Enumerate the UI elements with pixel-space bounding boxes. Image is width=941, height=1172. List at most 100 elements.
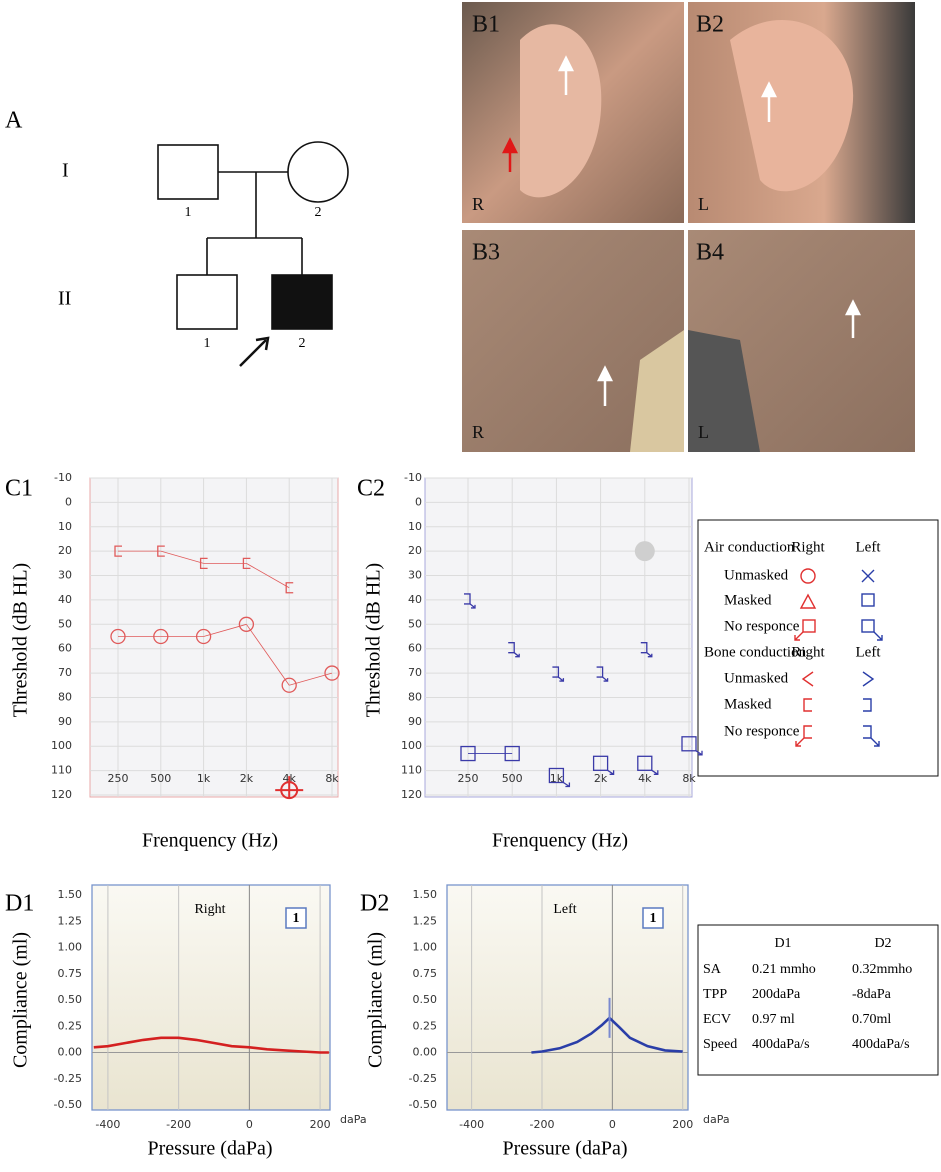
test-number: 1 <box>650 911 657 926</box>
y-tick-label: 0.75 <box>58 967 83 980</box>
data-marker <box>596 666 609 682</box>
y-axis-title: Compliance (ml) <box>365 932 387 1068</box>
x-tick-label: -400 <box>459 1118 484 1131</box>
legend-label: No responce <box>724 723 800 739</box>
plot-area <box>89 477 339 798</box>
panel-label: A <box>5 108 23 134</box>
table-box <box>697 924 939 1076</box>
generation-label: II <box>58 288 71 310</box>
data-marker <box>114 545 122 557</box>
legend-header: Right <box>791 644 825 660</box>
data-marker <box>548 767 571 788</box>
x-tick-label: 2k <box>240 772 254 785</box>
data-marker <box>285 582 294 594</box>
y-tick-label: 40 <box>58 593 72 606</box>
y-tick-label: 1.50 <box>413 888 438 901</box>
legend-label: Masked <box>724 696 772 712</box>
y-tick-label: -0.25 <box>54 1072 82 1085</box>
legend-label: Masked <box>724 592 772 608</box>
panel-label: C1 <box>5 476 33 502</box>
y-tick-label: 70 <box>408 666 422 679</box>
data-marker <box>460 745 476 762</box>
panel-label: B3 <box>472 240 500 266</box>
data-marker <box>324 665 340 681</box>
male-symbol <box>176 274 238 330</box>
x-unit: daPa <box>703 1113 730 1126</box>
data-marker <box>157 545 165 557</box>
marker-part <box>607 769 615 775</box>
ear-shape <box>520 24 602 198</box>
panel-label: B4 <box>696 240 724 266</box>
y-axis-title: Threshold (dB HL) <box>363 563 385 717</box>
y-tick-label: 50 <box>408 617 422 630</box>
table-cell: TPP <box>703 987 727 1002</box>
side-label: R <box>472 194 484 214</box>
marker-part <box>508 642 515 654</box>
panel-label: D2 <box>360 891 389 917</box>
marker-part <box>513 652 520 658</box>
y-tick-label: 90 <box>58 715 72 728</box>
marker-part <box>110 628 126 645</box>
panel-label: D1 <box>5 891 34 917</box>
x-axis-title: Frenquency (Hz) <box>492 830 628 852</box>
panel-label: C2 <box>357 476 385 502</box>
y-tick-label: 20 <box>408 544 422 557</box>
x-tick-label: -200 <box>166 1118 191 1131</box>
female-symbol <box>287 141 349 203</box>
y-tick-label: 0.50 <box>58 993 83 1006</box>
y-tick-label: 30 <box>408 569 422 582</box>
legend-label: Unmasked <box>724 567 789 583</box>
connector <box>246 562 290 589</box>
y-tick-label: -0.50 <box>409 1098 437 1111</box>
legend-label: No responce <box>724 618 800 634</box>
y-tick-label: 80 <box>408 690 422 703</box>
ear-shape <box>730 19 854 192</box>
x-tick-label: 1k <box>550 772 564 785</box>
marker-part <box>153 628 169 645</box>
legend-header: Left <box>856 539 882 555</box>
y-tick-label: 110 <box>401 764 422 777</box>
y-tick-label: 0.00 <box>413 1046 438 1059</box>
data-marker <box>195 628 212 645</box>
legend-symbols <box>794 568 883 747</box>
marker-part <box>157 545 165 557</box>
marker-part <box>640 642 648 654</box>
test-box <box>642 907 664 929</box>
legend-label: Unmasked <box>724 670 789 686</box>
data-marker <box>238 616 255 632</box>
marker-part <box>195 628 212 645</box>
y-tick-label: 120 <box>51 788 72 801</box>
ear-label: Left <box>553 902 576 917</box>
table-cell: 0.70ml <box>852 1012 891 1027</box>
marker-part <box>651 769 659 775</box>
connector <box>246 624 290 686</box>
connector <box>160 550 204 564</box>
table-header: D1 <box>774 936 791 951</box>
marker-part <box>596 666 604 678</box>
y-tick-label: 100 <box>51 739 72 752</box>
data-marker <box>153 628 169 645</box>
y-tick-label: 80 <box>58 690 72 703</box>
x-unit: daPa <box>340 1113 367 1126</box>
table-cell: 400daPa/s <box>852 1037 910 1052</box>
y-tick-label: 0 <box>65 495 72 508</box>
y-tick-label: 120 <box>401 788 422 801</box>
marker-part <box>557 676 565 682</box>
marker-part <box>695 750 703 756</box>
marker-part <box>281 677 297 693</box>
marker-part <box>548 767 565 784</box>
y-tick-label: 10 <box>58 520 72 533</box>
side-label: L <box>698 194 709 214</box>
y-tick-label: -0.50 <box>54 1098 82 1111</box>
y-tick-label: 50 <box>58 617 72 630</box>
data-marker <box>242 557 251 569</box>
x-tick-label: 0 <box>246 1118 253 1131</box>
table-cell: 0.21 mmho <box>752 962 816 977</box>
y-tick-label: 1.25 <box>58 914 83 927</box>
compliance-curve <box>93 1036 329 1054</box>
y-tick-label: 70 <box>58 666 72 679</box>
marker-part <box>285 582 294 594</box>
data-marker <box>634 541 655 562</box>
marker-part <box>552 666 560 678</box>
